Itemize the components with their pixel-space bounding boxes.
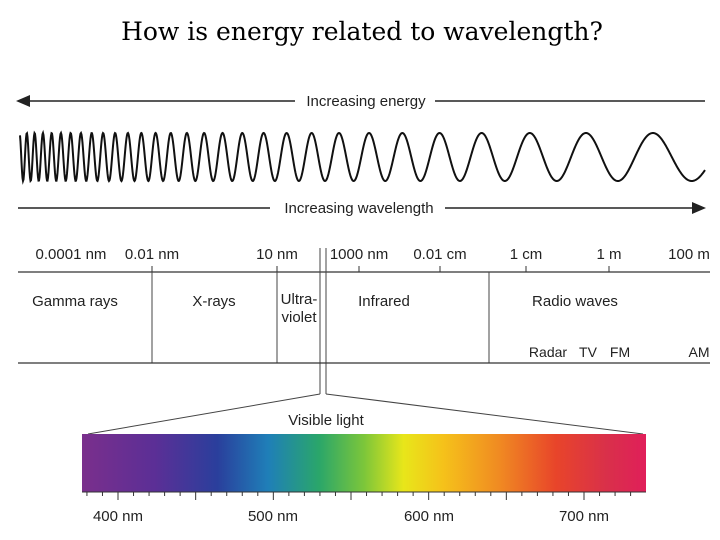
wavelength-arrowhead-icon [692, 202, 706, 214]
em-wave [19, 129, 706, 185]
visible-scale-label: 400 nm [93, 508, 143, 525]
scale-label: 0.01 nm [125, 246, 179, 263]
region-radio: Radio waves [532, 293, 618, 310]
region-infrared: Infrared [358, 293, 410, 310]
region-gamma: Gamma rays [32, 293, 118, 310]
energy-arrow-label: Increasing energy [306, 93, 426, 110]
scale-label: 10 nm [256, 246, 298, 263]
visible-light-label: Visible light [288, 412, 364, 429]
visible-scale-label: 700 nm [559, 508, 609, 525]
visible-scale-label: 500 nm [248, 508, 298, 525]
radio-band-tv: TV [579, 344, 598, 360]
scale-label: 1 cm [510, 246, 543, 263]
radio-band-am: AM [689, 344, 710, 360]
scale-label: 1 m [596, 246, 621, 263]
scale-label: 1000 nm [330, 246, 388, 263]
visible-scale-label: 600 nm [404, 508, 454, 525]
radio-band-fm: FM [610, 344, 630, 360]
wavelength-arrow-label: Increasing wavelength [284, 200, 433, 217]
scale-label: 100 m [668, 246, 710, 263]
visible-expand-right [325, 393, 644, 435]
visible-scale-ticks [86, 492, 632, 500]
scale-label: 0.01 cm [413, 246, 466, 263]
region-xrays: X-rays [192, 293, 235, 310]
visible-spectrum-bar [82, 434, 646, 492]
energy-arrowhead-icon [16, 95, 30, 107]
scale-label: 0.0001 nm [36, 246, 107, 263]
page-title: How is energy related to wavelength? [121, 17, 603, 46]
region-uv-line2: violet [281, 309, 317, 326]
region-uv-line1: Ultra- [281, 291, 318, 308]
radio-band-radar: Radar [529, 344, 567, 360]
visible-expand-left [87, 393, 321, 435]
